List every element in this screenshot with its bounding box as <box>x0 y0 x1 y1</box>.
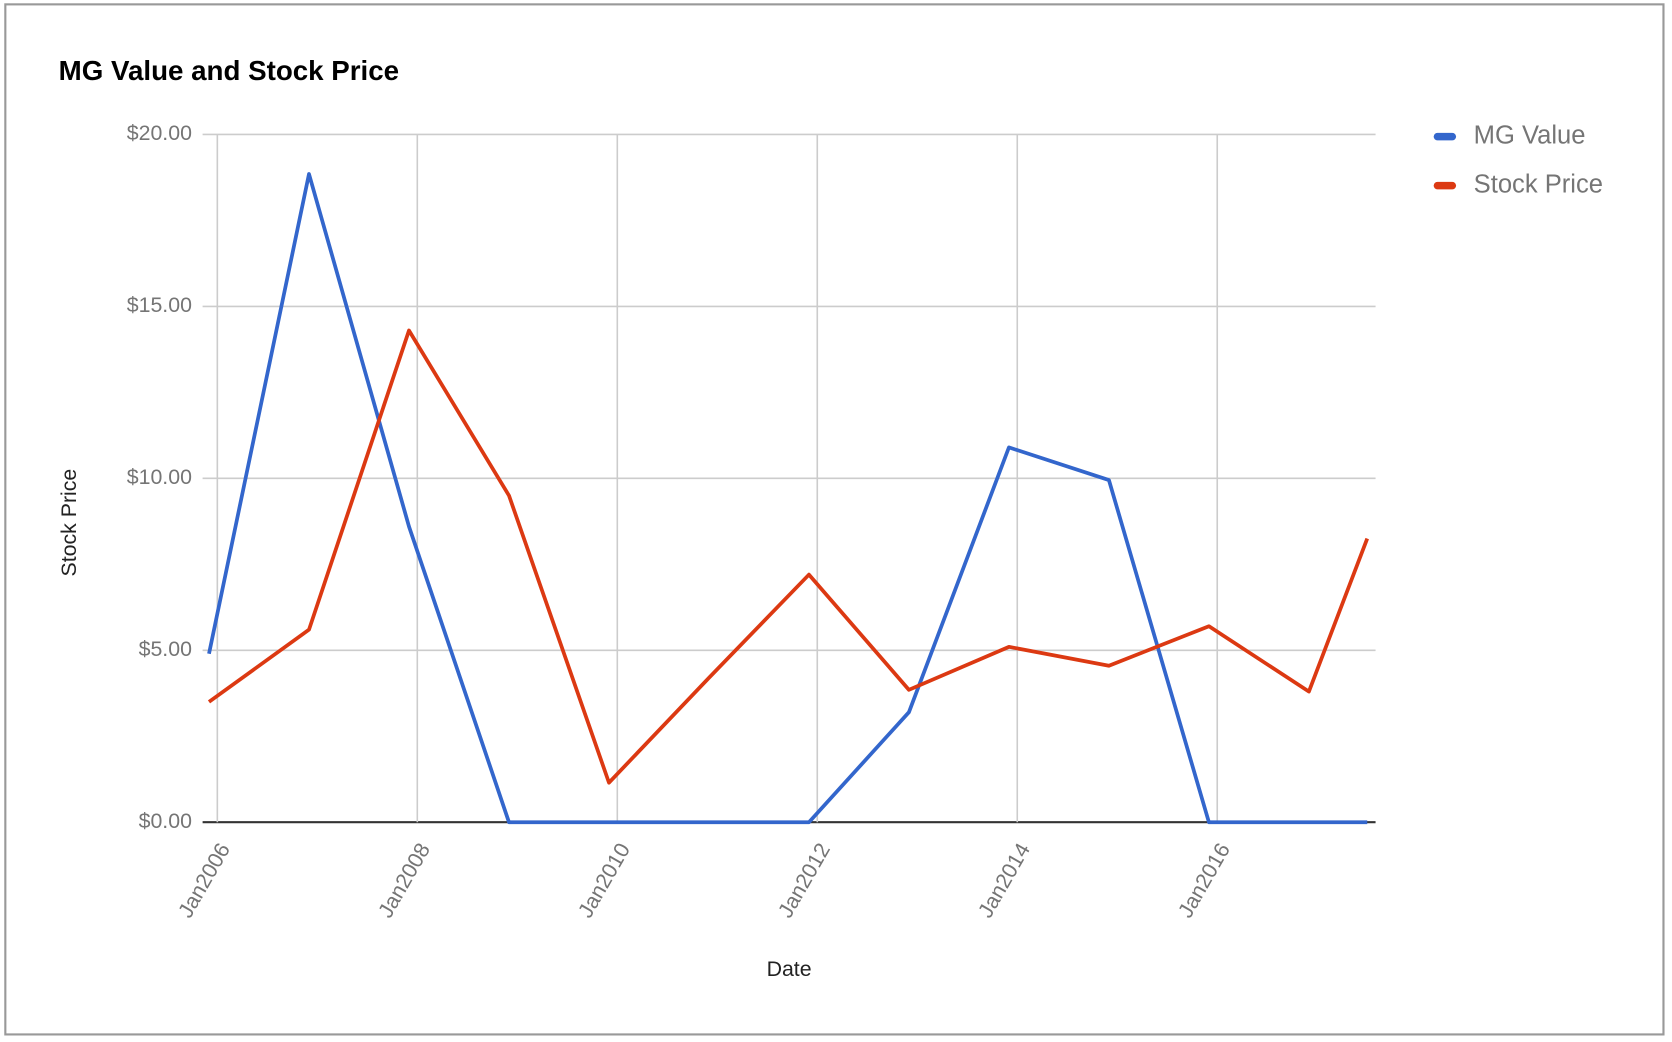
line-series <box>207 328 1369 785</box>
y-tick-label: $20.00 <box>127 121 192 145</box>
legend-label: Stock Price <box>1474 170 1603 198</box>
legend-label: MG Value <box>1474 121 1586 149</box>
line-series <box>207 172 1368 825</box>
y-axis-title: Stock Price <box>57 469 81 577</box>
y-tick-label: $15.00 <box>127 293 192 317</box>
y-tick-label: $0.00 <box>139 809 192 833</box>
x-axis-title: Date <box>767 957 812 981</box>
chart-title: MG Value and Stock Price <box>59 55 399 86</box>
y-tick-label: $5.00 <box>139 637 192 661</box>
chart-border <box>4 3 1665 1036</box>
y-tick-label: $10.00 <box>127 465 192 489</box>
